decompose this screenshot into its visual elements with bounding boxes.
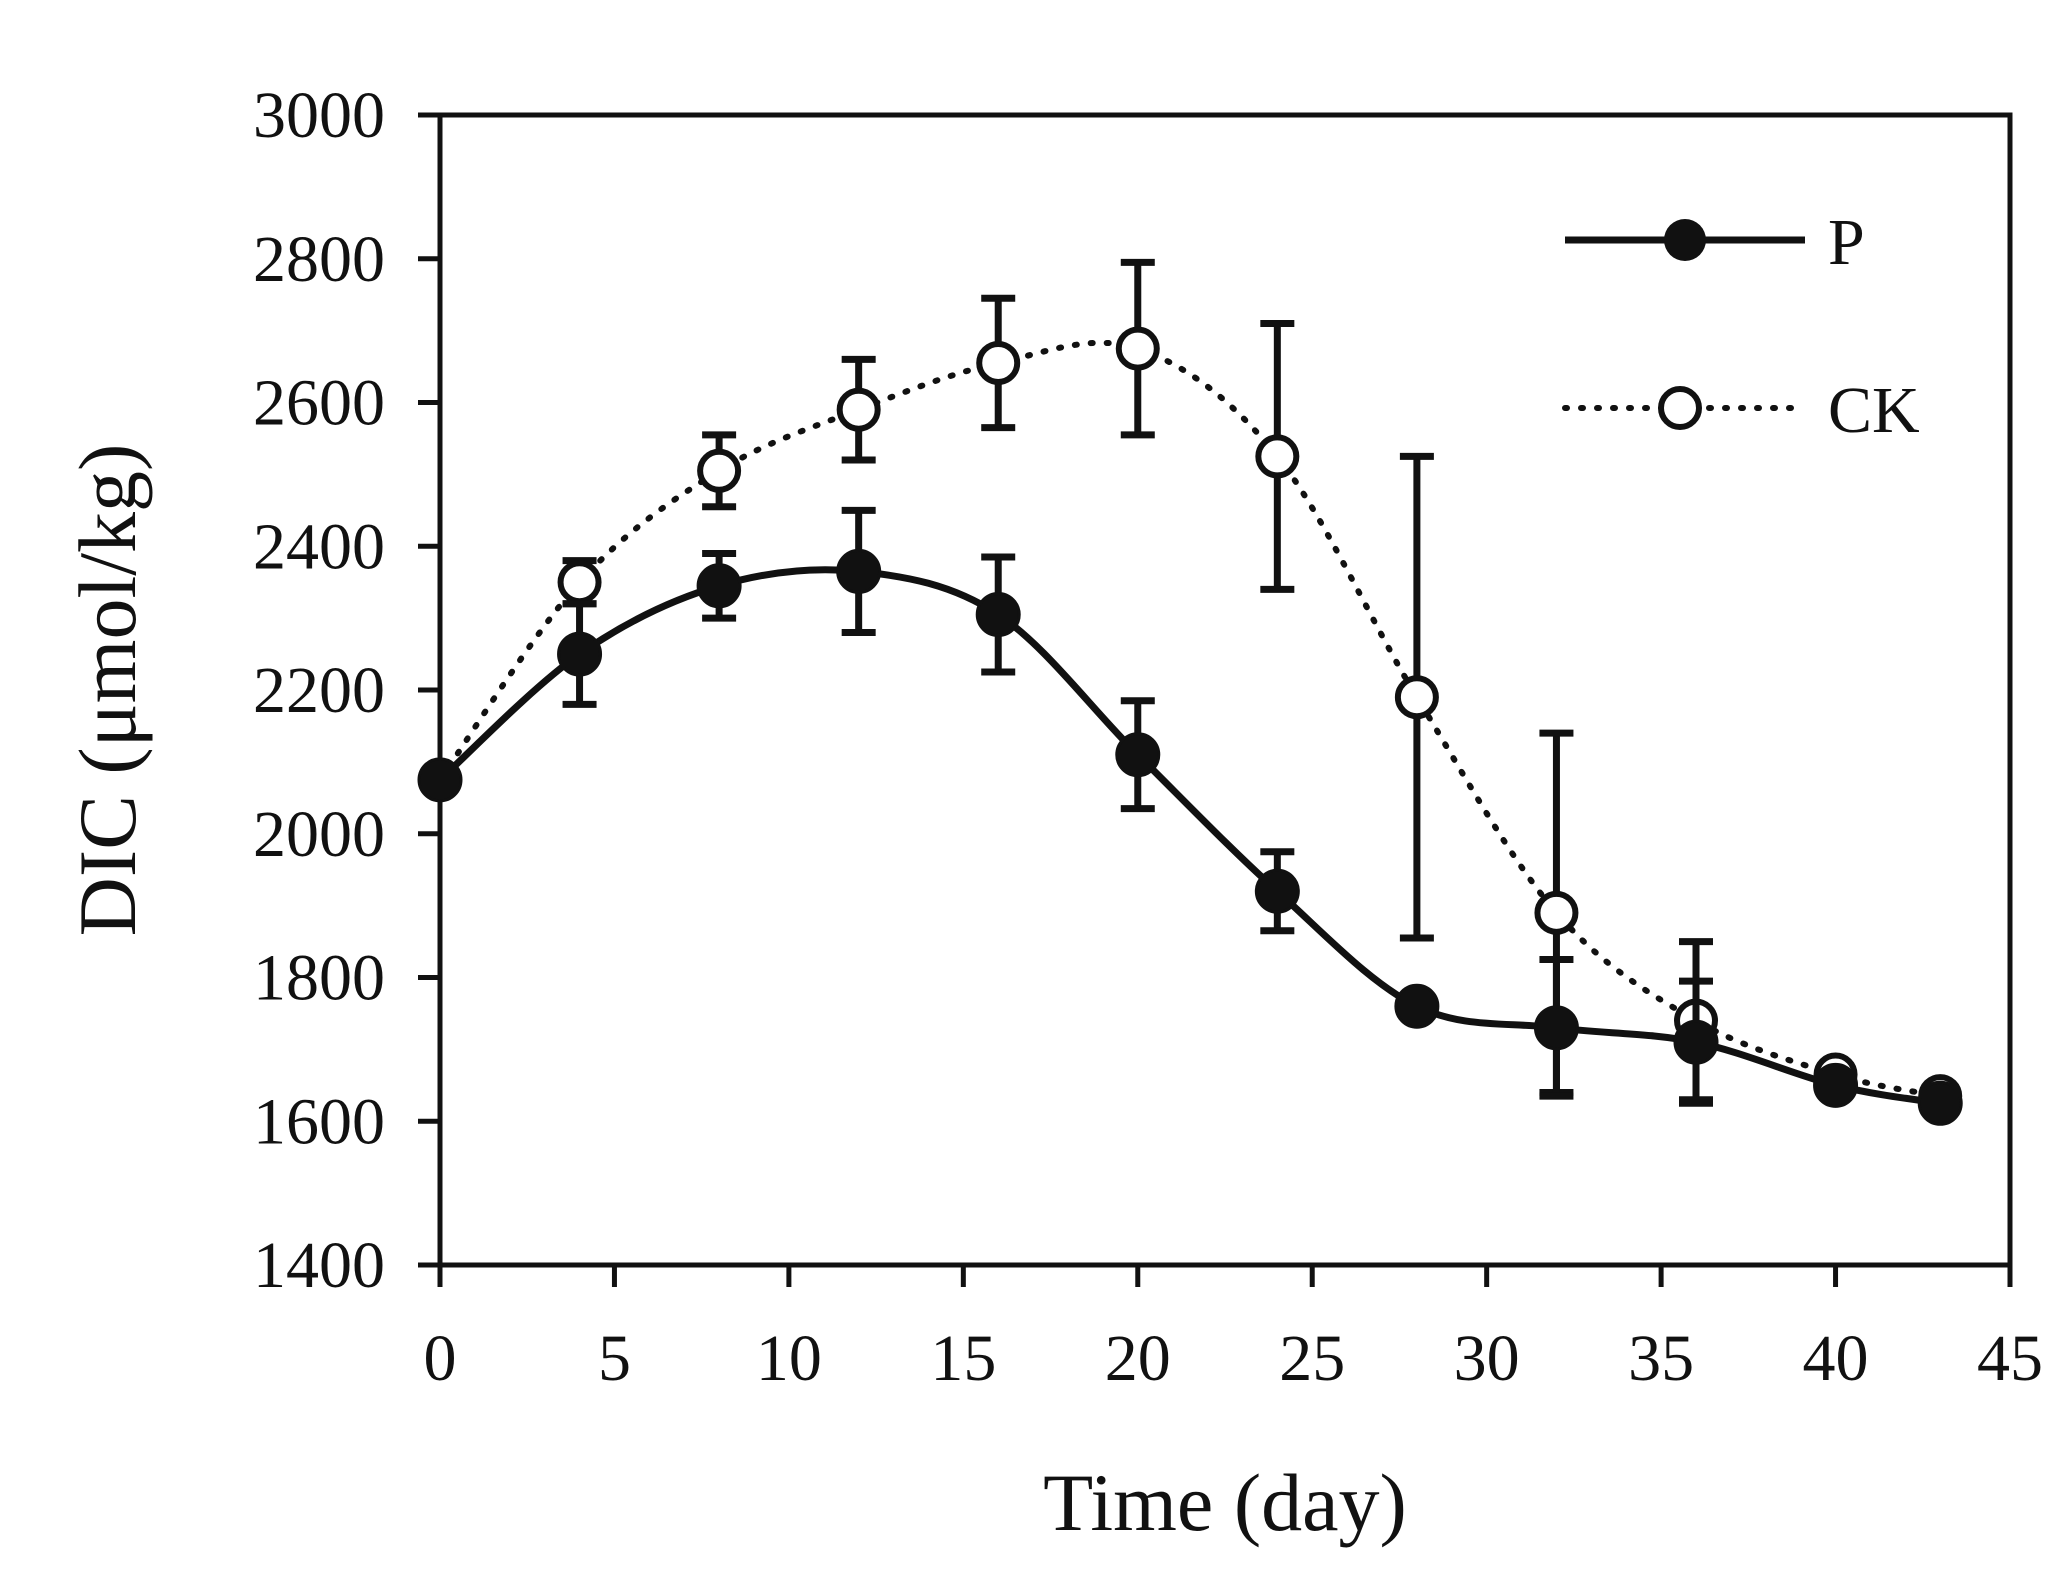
series-p-point-20	[1115, 732, 1161, 778]
legend-p-label: P	[1828, 206, 1865, 279]
series-ck	[418, 258, 1963, 1119]
y-axis-ticks: 1400 1600 1800 2000 2200 2400 2600 2800 3000	[253, 79, 440, 1302]
series-p-point-28	[1394, 983, 1440, 1029]
x-tick-label-30: 30	[1454, 1322, 1520, 1395]
x-tick-label-5: 5	[598, 1322, 631, 1395]
y-tick-label-2000: 2000	[253, 798, 385, 871]
x-tick-label-15: 15	[930, 1322, 996, 1395]
series-p-point-4	[557, 631, 603, 677]
series-p-point-0	[417, 757, 463, 803]
y-tick-label-2200: 2200	[253, 654, 385, 727]
legend-ck-marker	[1658, 386, 1702, 430]
series-p	[417, 506, 1963, 1126]
legend-ck-label: CK	[1828, 374, 1920, 447]
y-axis-title: DIC (μmol/kg)	[62, 444, 153, 937]
y-tick-label-2800: 2800	[253, 223, 385, 296]
x-tick-label-35: 35	[1628, 1322, 1694, 1395]
series-ck-point-20	[1115, 326, 1160, 371]
legend-p-marker	[1664, 219, 1706, 261]
series-ck-point-32	[1534, 890, 1579, 935]
series-ck-point-16	[976, 340, 1021, 385]
series-p-point-8	[696, 563, 742, 609]
x-axis-ticks: 0 5 10 15 20 25 30 35 40 45	[424, 1265, 2043, 1395]
series-ck-point-12	[836, 387, 881, 432]
y-tick-label-2600: 2600	[253, 367, 385, 440]
series-ck-point-4	[557, 560, 602, 605]
series-p-point-36	[1673, 1019, 1719, 1065]
series-ck-point-8	[697, 448, 742, 493]
x-tick-label-45: 45	[1977, 1322, 2043, 1395]
series-ck-line	[437, 339, 1944, 1100]
y-tick-label-1400: 1400	[253, 1229, 385, 1302]
series-p-point-24	[1254, 868, 1300, 914]
legend-item-ck: CK	[1562, 374, 1920, 447]
plot-area-frame	[437, 112, 2013, 1268]
series-p-point-12	[836, 548, 882, 594]
y-tick-label-1800: 1800	[253, 942, 385, 1015]
legend-item-p: P	[1565, 206, 1865, 279]
y-tick-label-2400: 2400	[253, 510, 385, 583]
y-tick-label-1600: 1600	[253, 1085, 385, 1158]
legend: P CK	[1562, 206, 1920, 447]
x-tick-label-10: 10	[756, 1322, 822, 1395]
series-p-point-16	[975, 592, 1021, 638]
series-p-point-43	[1917, 1080, 1963, 1126]
series-ck-point-28	[1394, 675, 1439, 720]
x-tick-label-40: 40	[1803, 1322, 1869, 1395]
x-tick-label-25: 25	[1279, 1322, 1345, 1395]
series-p-point-40	[1813, 1062, 1859, 1108]
y-tick-label-3000: 3000	[253, 79, 385, 152]
series-ck-point-24	[1255, 434, 1300, 479]
series-p-point-32	[1533, 1005, 1579, 1051]
x-tick-label-0: 0	[424, 1322, 457, 1395]
x-tick-label-20: 20	[1105, 1322, 1171, 1395]
series-layer	[417, 258, 1963, 1126]
x-axis-title: Time (day)	[1043, 1457, 1407, 1548]
